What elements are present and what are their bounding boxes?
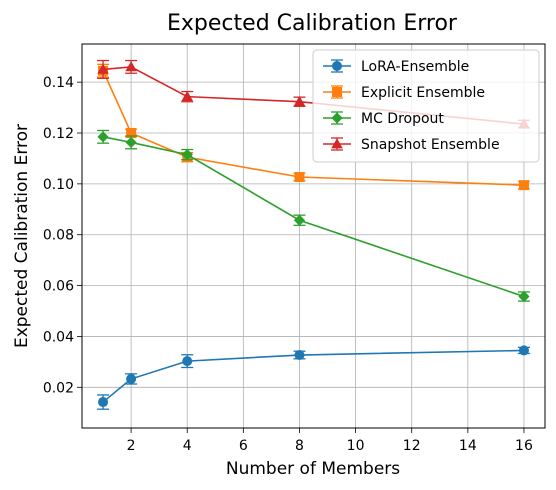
legend-label: LoRA-Ensemble	[361, 59, 469, 75]
data-point	[126, 128, 137, 139]
x-tick-label: 10	[347, 438, 365, 454]
data-point	[293, 95, 306, 107]
x-tick-label: 12	[403, 438, 421, 454]
y-axis-label: Expected Calibration Error	[12, 124, 32, 348]
data-point	[97, 131, 109, 143]
data-point	[182, 356, 193, 367]
y-tick-label: 0.14	[43, 75, 74, 91]
data-point	[181, 149, 193, 161]
y-tick-label: 0.10	[43, 177, 74, 193]
chart-title: Expected Calibration Error	[167, 11, 458, 36]
data-point	[126, 373, 137, 384]
y-tick-label: 0.06	[43, 279, 74, 295]
y-axis-ticks: 0.02 0.04 0.06 0.08 0.10 0.12 0.14	[43, 75, 82, 396]
legend-entry: Snapshot Ensemble	[323, 137, 500, 153]
x-tick-label: 16	[515, 438, 533, 454]
legend-entry: Explicit Ensemble	[323, 85, 485, 101]
data-point	[181, 90, 194, 101]
y-tick-label: 0.08	[43, 228, 74, 244]
data-point	[518, 345, 529, 356]
x-tick-label: 8	[295, 438, 304, 454]
data-point	[294, 350, 305, 361]
legend-label: MC Dropout	[361, 111, 444, 127]
legend-label: Snapshot Ensemble	[361, 137, 500, 153]
x-tick-label: 2	[127, 438, 136, 454]
data-point	[294, 172, 305, 183]
data-point	[293, 214, 306, 226]
x-axis-ticks: 2 4 6 8 10 12 14 16	[127, 428, 533, 454]
x-tick-label: 4	[183, 438, 192, 454]
data-point	[518, 290, 530, 303]
data-point	[98, 397, 109, 408]
legend-marker	[332, 61, 342, 71]
legend-entry: LoRA-Ensemble	[323, 59, 469, 75]
series-layer	[97, 59, 530, 410]
x-axis-label: Number of Members	[226, 459, 400, 479]
data-point	[518, 180, 529, 191]
legend-marker	[331, 138, 343, 149]
x-tick-label: 14	[459, 438, 477, 454]
data-point	[125, 61, 137, 72]
y-tick-label: 0.12	[43, 126, 74, 142]
series-mc-dropout	[97, 129, 530, 303]
legend-entry: MC Dropout	[323, 111, 444, 127]
data-point	[125, 136, 137, 149]
y-tick-label: 0.04	[43, 329, 74, 345]
data-point	[97, 63, 109, 74]
legend: LoRA-Ensemble Explicit Ensemble MC Dropout…	[312, 49, 540, 163]
legend-marker	[332, 87, 342, 97]
legend-label: Explicit Ensemble	[361, 85, 485, 101]
legend-box	[312, 49, 540, 163]
series-lora-ensemble	[97, 345, 530, 410]
series-line	[102, 349, 524, 403]
y-tick-label: 0.02	[43, 380, 74, 396]
plot-frame	[81, 43, 546, 429]
x-tick-label: 6	[239, 438, 248, 454]
legend-marker	[331, 112, 343, 124]
